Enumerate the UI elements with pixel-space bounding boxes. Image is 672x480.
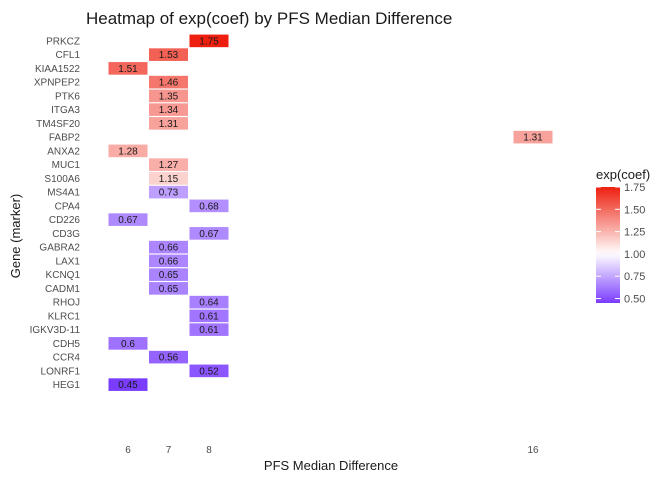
heatmap-cell (149, 75, 188, 89)
y-tick-label: GABRA2 (39, 243, 80, 254)
y-tick-label: PRKCZ (46, 36, 80, 47)
heatmap-cell (149, 282, 188, 295)
y-tick-label: CCR4 (53, 353, 81, 364)
heatmap-cell (149, 254, 188, 268)
cell-value-label: 1.75 (199, 36, 219, 47)
y-tick-label: CDH5 (53, 339, 81, 350)
x-tick-label: 16 (527, 445, 539, 456)
cell-value-label: 0.64 (199, 298, 219, 309)
y-tick-label: PTK6 (55, 91, 80, 102)
y-tick-label: KIAA1522 (35, 64, 80, 75)
heatmap-cell (149, 48, 188, 61)
cell-value-label: 0.6 (121, 339, 135, 350)
y-tick-label: TM4SF20 (36, 119, 80, 130)
heatmap-cell (108, 337, 148, 350)
legend-tick-label: 0.75 (624, 271, 645, 283)
heatmap-cell (189, 227, 229, 240)
heatmap-cell (149, 158, 188, 171)
heatmap-cell (149, 103, 188, 116)
y-tick-label: XPNPEP2 (34, 78, 81, 89)
cell-value-label: 1.27 (159, 160, 179, 171)
y-tick-label: CD3G (52, 229, 80, 240)
cell-value-label: 0.45 (118, 380, 138, 391)
y-tick-label: HEG1 (53, 380, 81, 391)
cell-value-label: 1.28 (118, 146, 138, 157)
cell-value-label: 0.52 (199, 366, 219, 377)
legend-tick-label: 1.75 (624, 182, 645, 194)
y-tick-label: CFL1 (56, 50, 81, 61)
legend-tick-label: 1.00 (624, 249, 645, 261)
cell-value-label: 0.67 (118, 215, 138, 226)
legend-tick-label: 1.25 (624, 227, 645, 239)
heatmap-cell (149, 268, 188, 281)
heatmap-cell (149, 350, 188, 364)
cell-value-label: 0.65 (159, 284, 179, 295)
y-tick-label: MUC1 (52, 160, 81, 171)
legend-tick-label: 1.50 (624, 204, 645, 216)
cell-value-label: 1.51 (118, 64, 138, 75)
cell-value-label: 1.31 (523, 133, 543, 144)
heatmap-cell (513, 130, 553, 144)
cell-value-label: 0.56 (159, 353, 179, 364)
y-tick-label: KCNQ1 (46, 270, 81, 281)
cell-value-label: 0.65 (159, 270, 179, 281)
cell-value-label: 0.67 (199, 229, 219, 240)
heatmap-cell (189, 199, 229, 213)
heatmap-cell (149, 89, 188, 103)
heatmap-cell (189, 309, 229, 323)
y-tick-label: CD226 (49, 215, 81, 226)
cell-value-label: 1.15 (159, 174, 179, 185)
y-tick-label: KLRC1 (48, 311, 81, 322)
cell-value-label: 1.53 (159, 50, 179, 61)
cell-value-label: 0.61 (199, 311, 219, 322)
cell-value-label: 0.68 (199, 201, 219, 212)
cell-value-label: 1.34 (159, 105, 179, 116)
y-tick-label: CADM1 (45, 284, 80, 295)
y-tick-label: IGKV3D-11 (30, 325, 81, 336)
legend: exp(coef) 1.75 1.50 1.25 1.00 0.75 0.50 (596, 167, 650, 306)
x-tick-label: 8 (206, 445, 212, 456)
cell-value-label: 0.66 (159, 256, 179, 267)
heatmap-cell (189, 295, 229, 309)
heatmap-cell (189, 364, 229, 378)
heatmap-cell (149, 240, 188, 254)
cell-value-label: 0.66 (159, 243, 179, 254)
plot-area: PRKCZ CFL1 KIAA1522 XPNPEP2 PTK6 ITGA3 TM4SF20… (30, 34, 553, 456)
legend-colorbar (596, 187, 620, 303)
y-tick-label: LONRF1 (41, 366, 81, 377)
cell-value-label: 1.46 (159, 78, 179, 89)
legend-title: exp(coef) (596, 167, 650, 182)
x-tick-label: 6 (125, 445, 131, 456)
heatmap-cell (108, 213, 148, 226)
y-axis-title: Gene (marker) (8, 194, 23, 279)
y-tick-label: FABP2 (49, 133, 81, 144)
cell-value-label: 0.61 (199, 325, 219, 336)
heatmap-cell (189, 34, 229, 48)
cell-value-label: 1.35 (159, 91, 179, 102)
heatmap-cell (108, 378, 148, 391)
heatmap-cell (149, 117, 188, 130)
cell-value-label: 1.31 (159, 119, 179, 130)
y-tick-label: LAX1 (56, 256, 81, 267)
heatmap-cell (149, 172, 188, 185)
x-axis-title: PFS Median Difference (264, 458, 398, 473)
heatmap-cell (108, 62, 148, 75)
y-tick-label: MS4A1 (47, 188, 80, 199)
y-tick-label: CPA4 (55, 201, 81, 212)
cell-value-label: 0.73 (159, 188, 179, 199)
heatmap-cell (149, 185, 188, 199)
x-tick-label: 7 (166, 445, 172, 456)
heatmap-cell (108, 144, 148, 158)
heatmap-cell (189, 323, 229, 336)
y-tick-label: RHOJ (53, 298, 80, 309)
y-tick-label: ITGA3 (51, 105, 80, 116)
legend-tick-label: 0.50 (624, 294, 645, 306)
chart-title: Heatmap of exp(coef) by PFS Median Diffe… (86, 9, 452, 28)
y-tick-label: S100A6 (44, 174, 80, 185)
y-tick-label: ANXA2 (47, 146, 80, 157)
